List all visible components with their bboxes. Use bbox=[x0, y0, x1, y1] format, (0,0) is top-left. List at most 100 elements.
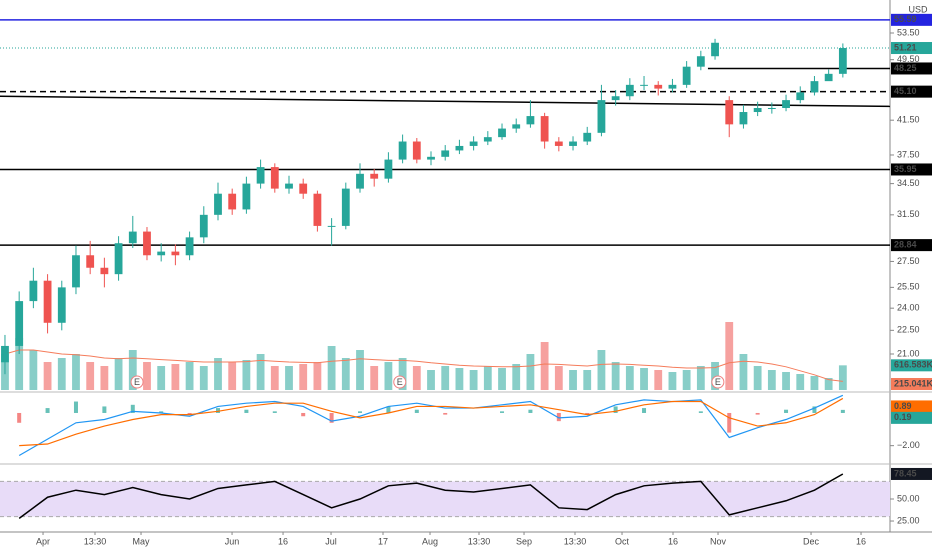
candle-body bbox=[114, 243, 123, 275]
x-tick-label: 13:30 bbox=[84, 536, 107, 546]
volume-bar bbox=[682, 370, 691, 390]
earnings-marker bbox=[130, 375, 144, 389]
volume-bar bbox=[498, 368, 506, 390]
y-tick-label: 50.00 bbox=[897, 493, 920, 503]
candle-body bbox=[341, 188, 350, 226]
price-tag bbox=[891, 400, 932, 413]
candle-body bbox=[57, 287, 66, 323]
x-tick-label: 16 bbox=[856, 536, 866, 546]
macd-hist bbox=[358, 411, 363, 413]
volume-bar bbox=[455, 368, 464, 390]
macd-hist bbox=[45, 408, 50, 413]
volume-bar bbox=[199, 366, 208, 390]
macd-hist bbox=[386, 406, 391, 413]
macd-hist bbox=[130, 404, 135, 413]
volume-bar bbox=[86, 362, 95, 390]
volume-bar bbox=[526, 354, 535, 390]
volume-bar bbox=[725, 322, 734, 390]
volume-bar bbox=[753, 366, 762, 390]
candle-body bbox=[100, 267, 109, 275]
candle-body bbox=[143, 231, 151, 256]
volume-bar bbox=[469, 370, 478, 390]
macd-hist bbox=[329, 412, 334, 423]
volume-bar bbox=[668, 372, 677, 390]
y-tick-label: 37.50 bbox=[897, 149, 920, 159]
macd-hist bbox=[500, 411, 505, 413]
earnings-marker bbox=[711, 375, 725, 389]
volume-bar bbox=[100, 366, 109, 390]
volume-bar bbox=[512, 364, 521, 390]
candle-body bbox=[256, 167, 265, 184]
candle-body bbox=[270, 167, 279, 189]
candle-body bbox=[43, 280, 52, 323]
candle-body bbox=[455, 145, 464, 151]
candle-body bbox=[327, 225, 336, 227]
y-tick-label: 25.50 bbox=[897, 282, 920, 292]
volume-bar bbox=[412, 366, 421, 390]
macd-hist bbox=[755, 412, 760, 415]
y-tick-label: 27.50 bbox=[897, 256, 920, 266]
price-tag bbox=[891, 411, 932, 424]
volume-bar bbox=[611, 362, 620, 390]
volume-bar bbox=[824, 378, 833, 390]
candle-body bbox=[554, 141, 563, 146]
candle-body bbox=[625, 84, 634, 97]
candle-body bbox=[682, 66, 691, 85]
price-tag-label: 616.583K bbox=[894, 360, 932, 370]
volume-bar bbox=[427, 370, 435, 390]
price-tag bbox=[891, 378, 932, 390]
candle-body bbox=[157, 251, 166, 256]
price-tag-label: 0.89 bbox=[894, 401, 912, 411]
candle-body bbox=[299, 183, 308, 194]
x-tick-label: Apr bbox=[36, 536, 50, 546]
x-tick-label: Jun bbox=[225, 536, 240, 546]
volume-bar bbox=[838, 365, 847, 390]
volume-bar bbox=[214, 358, 222, 390]
price-tag bbox=[891, 62, 932, 75]
candle-body bbox=[356, 173, 364, 189]
candle-body bbox=[696, 56, 705, 67]
volume-bar bbox=[143, 362, 151, 390]
volume-bar bbox=[270, 366, 279, 390]
candle-body bbox=[668, 84, 677, 89]
volume-bar bbox=[43, 362, 52, 390]
volume-bar bbox=[29, 350, 38, 390]
candle-body bbox=[597, 100, 606, 133]
volume-bar bbox=[398, 358, 407, 390]
volume-bar bbox=[782, 372, 790, 390]
candle-body bbox=[384, 159, 393, 179]
candle-body bbox=[185, 237, 194, 256]
y-tick-label: 24.00 bbox=[897, 303, 920, 313]
x-tick-label: Dec bbox=[803, 536, 820, 546]
volume-bar bbox=[483, 366, 492, 390]
price-tag bbox=[891, 467, 932, 480]
x-tick-label: 16 bbox=[278, 536, 288, 546]
candle-body bbox=[242, 183, 251, 210]
macd-hist bbox=[613, 406, 618, 413]
macd-hist bbox=[585, 412, 590, 415]
candle-body bbox=[654, 84, 663, 89]
candle-body bbox=[427, 156, 435, 160]
volume-bar bbox=[341, 358, 350, 390]
macd-hist bbox=[528, 409, 533, 413]
volume-bar bbox=[299, 364, 308, 390]
candle-body bbox=[469, 141, 478, 146]
macd-macd bbox=[18, 394, 844, 456]
volume-bar bbox=[57, 358, 66, 390]
macd-hist bbox=[727, 412, 732, 433]
price-tag-label: 35.95 bbox=[894, 164, 917, 174]
x-tick-label: Nov bbox=[710, 536, 727, 546]
volume-bar bbox=[242, 360, 251, 390]
macd-hist bbox=[73, 401, 78, 413]
volume-bar bbox=[569, 370, 577, 390]
candle-body bbox=[483, 137, 492, 142]
price-tag-label: 215.041K bbox=[894, 378, 932, 388]
volume-bar bbox=[327, 346, 336, 390]
price-tag-label: 51.21 bbox=[894, 42, 917, 52]
candle-body bbox=[824, 73, 833, 82]
volume-bar bbox=[739, 354, 748, 390]
price-tag bbox=[891, 163, 932, 176]
price-tag bbox=[891, 13, 932, 26]
candle-body bbox=[583, 132, 592, 142]
